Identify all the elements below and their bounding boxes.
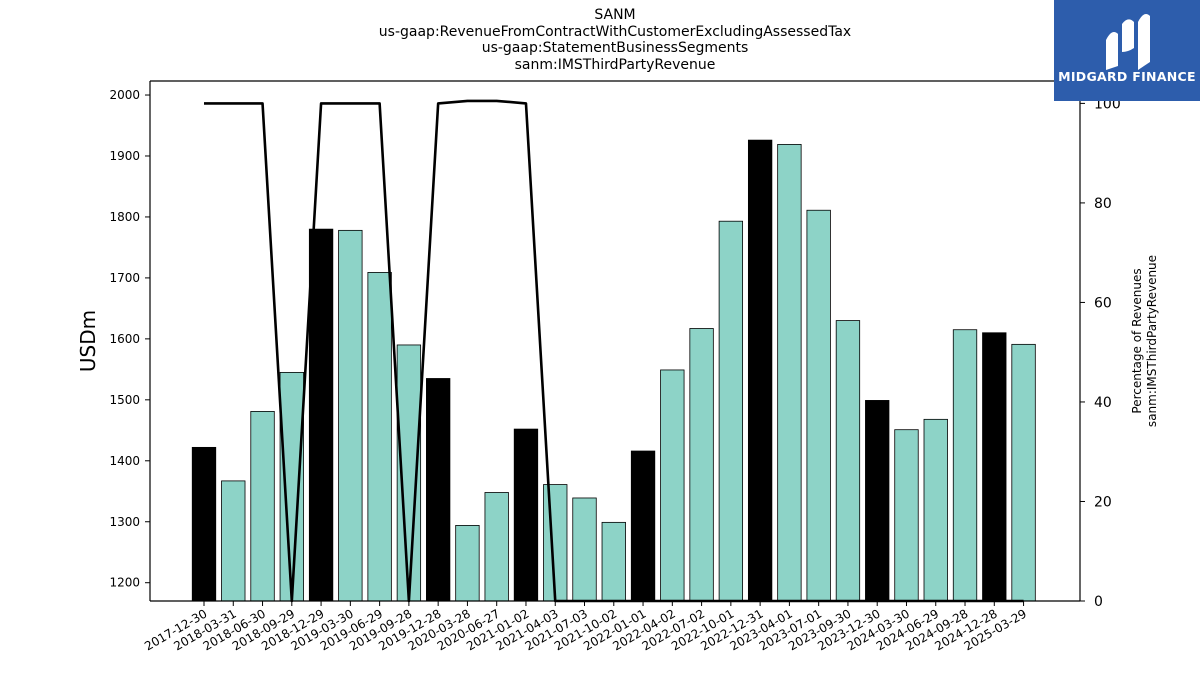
bar xyxy=(806,209,831,602)
bar xyxy=(660,369,685,602)
logo-mark-icon xyxy=(1106,14,1150,70)
bar xyxy=(865,400,890,602)
bar xyxy=(455,525,480,602)
midgard-finance-logo: MIDGARD FINANCE xyxy=(1054,0,1200,101)
y-right-tick-label: 20 xyxy=(1094,494,1112,510)
bar xyxy=(982,332,1007,602)
chart-title-line-1: SANM xyxy=(594,7,636,23)
bar xyxy=(601,521,626,602)
bar xyxy=(308,228,334,602)
y-right-tick-label: 60 xyxy=(1094,295,1112,311)
bar xyxy=(1011,343,1036,602)
y-right-tick-label: 40 xyxy=(1094,395,1112,411)
bar xyxy=(718,220,744,602)
chart-title-line-2: us-gaap:RevenueFromContractWithCustomerE… xyxy=(378,24,852,40)
bar xyxy=(191,446,217,602)
y-tick-label: 2000 xyxy=(109,88,140,102)
y-tick-label: 1300 xyxy=(109,515,140,529)
bar xyxy=(630,450,656,602)
y-tick-label: 1900 xyxy=(109,149,140,163)
y-tick-label: 1600 xyxy=(109,332,140,346)
bar xyxy=(777,143,802,602)
y-right-axis-label: Percentage of Revenues xyxy=(1130,268,1144,413)
bar xyxy=(835,320,861,602)
bar xyxy=(572,497,597,602)
bar xyxy=(367,272,392,602)
bar xyxy=(484,492,509,602)
bar xyxy=(923,418,948,602)
y-tick-label: 1400 xyxy=(109,454,140,468)
y-tick-label: 1800 xyxy=(109,210,140,224)
y-tick-label: 1700 xyxy=(109,271,140,285)
y-right-axis-label: sanm:IMSThirdPartyRevenue xyxy=(1145,255,1159,427)
bar xyxy=(894,429,919,602)
bar xyxy=(689,328,714,602)
y-right-tick-label: 80 xyxy=(1094,196,1112,212)
logo-text: MIDGARD FINANCE xyxy=(1058,69,1196,84)
bar xyxy=(250,411,275,602)
y-tick-label: 1500 xyxy=(109,393,140,407)
bar xyxy=(338,229,363,602)
chart-title-line-4: sanm:IMSThirdPartyRevenue xyxy=(514,57,716,73)
y-tick-label: 1200 xyxy=(109,576,140,590)
bar xyxy=(952,329,978,602)
y-axis-label: USDm xyxy=(76,310,100,372)
bar xyxy=(747,139,773,602)
bar xyxy=(221,480,246,602)
bar xyxy=(426,378,451,602)
chart-title-line-3: us-gaap:StatementBusinessSegments xyxy=(481,40,749,56)
y-right-tick-label: 0 xyxy=(1094,594,1103,610)
bar xyxy=(513,428,539,602)
bar xyxy=(279,371,304,602)
